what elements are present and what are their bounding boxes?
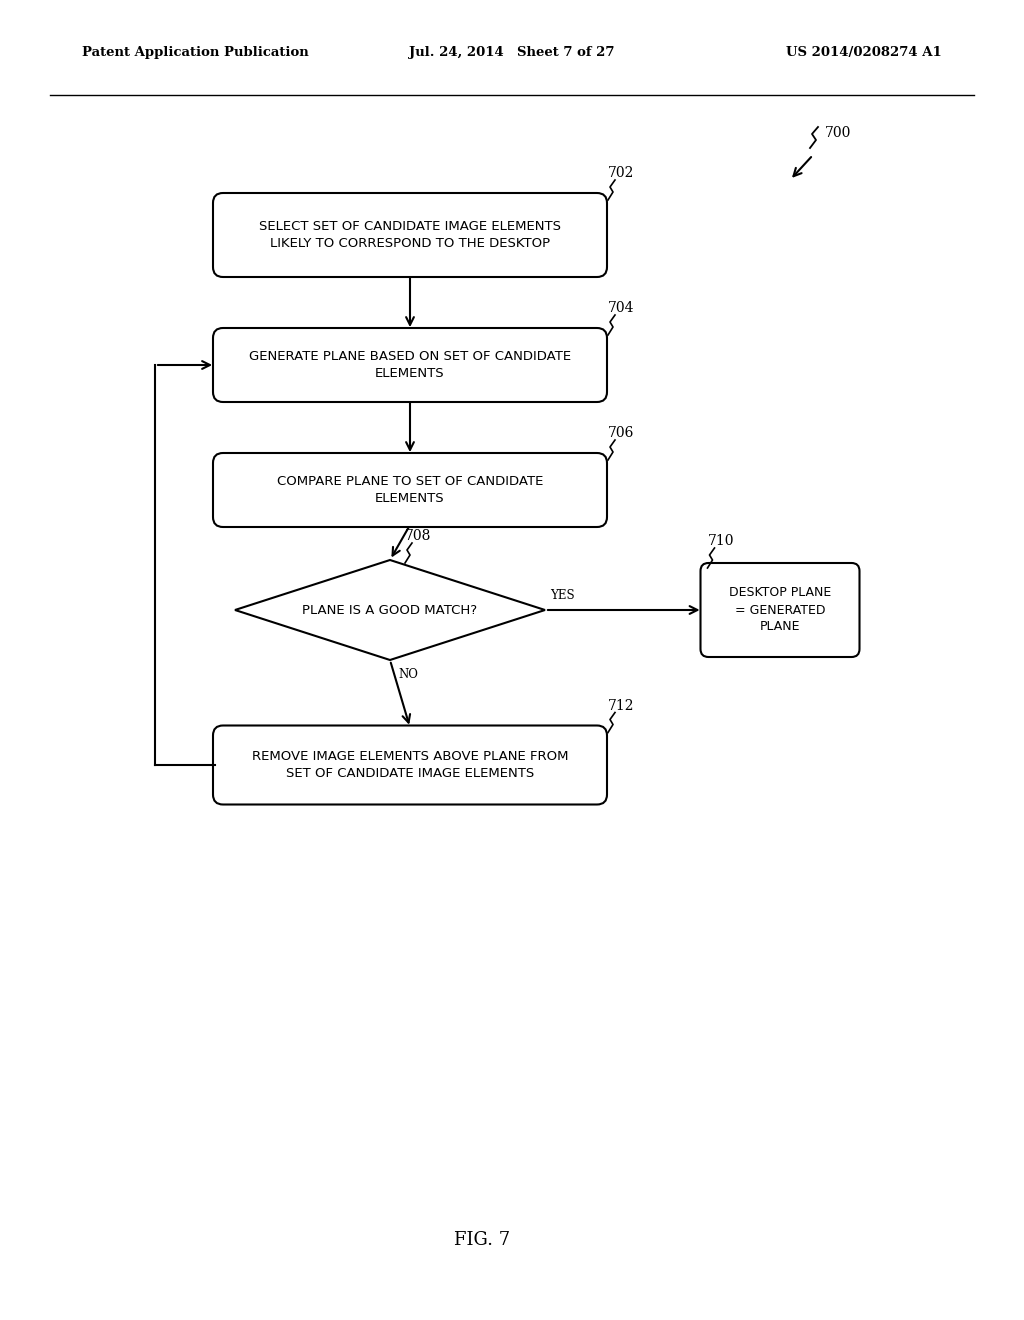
Text: 712: 712 [608,698,635,713]
Polygon shape [234,560,545,660]
Text: US 2014/0208274 A1: US 2014/0208274 A1 [786,46,942,59]
FancyBboxPatch shape [213,726,607,804]
FancyBboxPatch shape [213,193,607,277]
Text: GENERATE PLANE BASED ON SET OF CANDIDATE
ELEMENTS: GENERATE PLANE BASED ON SET OF CANDIDATE… [249,350,571,380]
Text: 702: 702 [608,166,635,180]
Text: FIG. 7: FIG. 7 [454,1232,510,1249]
Text: 706: 706 [608,426,635,440]
Text: DESKTOP PLANE
= GENERATED
PLANE: DESKTOP PLANE = GENERATED PLANE [729,586,831,634]
Text: Patent Application Publication: Patent Application Publication [82,46,308,59]
FancyBboxPatch shape [700,564,859,657]
Text: 704: 704 [608,301,635,315]
Text: 710: 710 [708,535,734,548]
Text: REMOVE IMAGE ELEMENTS ABOVE PLANE FROM
SET OF CANDIDATE IMAGE ELEMENTS: REMOVE IMAGE ELEMENTS ABOVE PLANE FROM S… [252,750,568,780]
FancyBboxPatch shape [213,453,607,527]
FancyBboxPatch shape [213,327,607,403]
Text: 708: 708 [406,529,431,543]
Text: Jul. 24, 2014 Sheet 7 of 27: Jul. 24, 2014 Sheet 7 of 27 [410,46,614,59]
Text: NO: NO [398,668,418,681]
Text: YES: YES [550,589,574,602]
Text: 700: 700 [825,125,851,140]
Text: COMPARE PLANE TO SET OF CANDIDATE
ELEMENTS: COMPARE PLANE TO SET OF CANDIDATE ELEMEN… [276,475,543,506]
Text: PLANE IS A GOOD MATCH?: PLANE IS A GOOD MATCH? [302,603,477,616]
Text: SELECT SET OF CANDIDATE IMAGE ELEMENTS
LIKELY TO CORRESPOND TO THE DESKTOP: SELECT SET OF CANDIDATE IMAGE ELEMENTS L… [259,220,561,249]
